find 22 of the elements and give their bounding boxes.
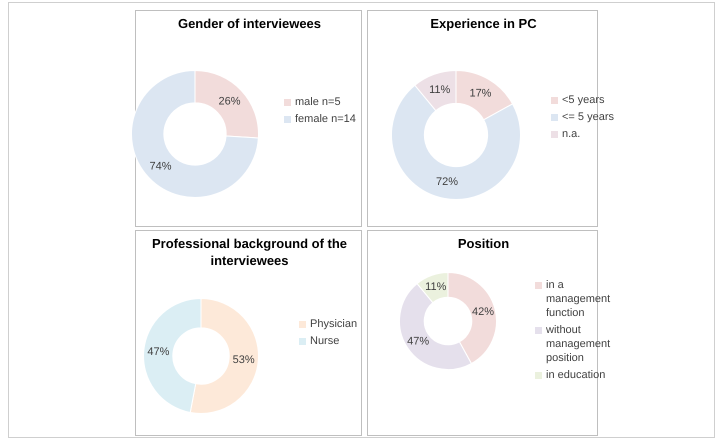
data-label: 72% xyxy=(436,176,458,188)
chart-title: Position xyxy=(456,235,510,252)
chart-title: Gender of interviewees xyxy=(176,15,322,32)
data-label: 17% xyxy=(469,88,492,100)
data-label: 42% xyxy=(472,306,494,318)
data-label: 11% xyxy=(429,84,451,96)
legend-label: Physician xyxy=(310,317,358,331)
legend-label: <= 5 years xyxy=(562,110,614,124)
legend-label: male n=5 xyxy=(295,95,341,109)
data-label: 53% xyxy=(232,354,255,366)
data-label: 11% xyxy=(425,281,447,294)
data-label: 74% xyxy=(150,160,172,172)
chart-title: Experience in PC xyxy=(429,15,538,32)
legend-label: <5 years xyxy=(562,93,604,107)
data-label: 47% xyxy=(407,335,430,348)
data-label: 47% xyxy=(147,346,170,358)
chart-title: Professional background of the interviewees xyxy=(150,235,348,269)
legend-label: in education xyxy=(546,368,606,382)
data-label: 26% xyxy=(218,96,241,108)
legend-label: Nurse xyxy=(310,334,340,348)
legend-label: n.a. xyxy=(562,127,580,141)
legend-label: female n=14 xyxy=(295,112,356,126)
